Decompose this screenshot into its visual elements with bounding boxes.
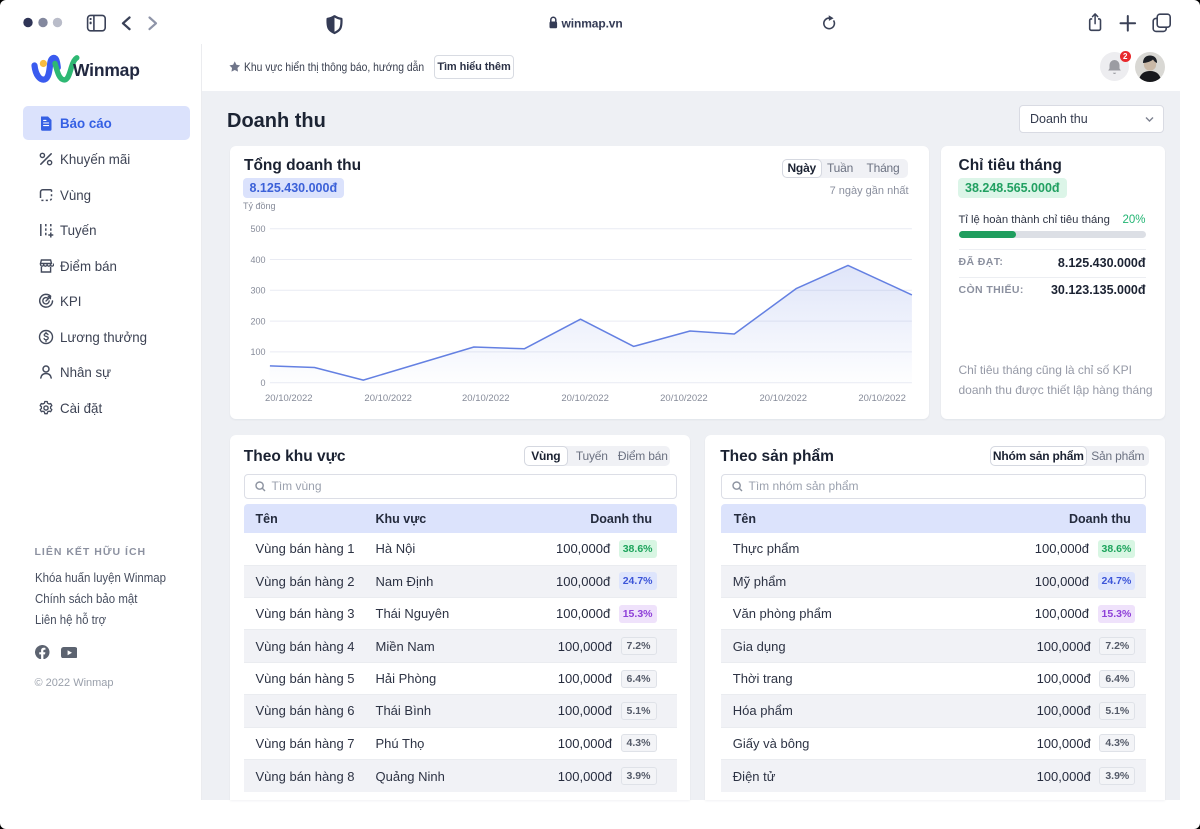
svg-text:20/10/2022: 20/10/2022: [364, 393, 412, 404]
svg-text:Winmap: Winmap: [73, 60, 140, 80]
svg-text:Tỷ đồng: Tỷ đồng: [243, 201, 276, 211]
svg-text:20/10/2022: 20/10/2022: [759, 393, 807, 404]
svg-text:winmap.vn: winmap.vn: [561, 17, 623, 31]
svg-text:20/10/2022: 20/10/2022: [858, 393, 906, 404]
svg-text:200: 200: [250, 316, 265, 326]
svg-text:500: 500: [250, 224, 265, 234]
svg-text:400: 400: [250, 255, 265, 265]
svg-text:300: 300: [250, 286, 265, 296]
svg-text:20/10/2022: 20/10/2022: [462, 393, 510, 404]
svg-text:20/10/2022: 20/10/2022: [561, 393, 609, 404]
svg-text:0: 0: [260, 378, 265, 388]
svg-text:100: 100: [250, 347, 265, 357]
svg-text:20/10/2022: 20/10/2022: [265, 393, 313, 404]
svg-text:20/10/2022: 20/10/2022: [660, 393, 708, 404]
